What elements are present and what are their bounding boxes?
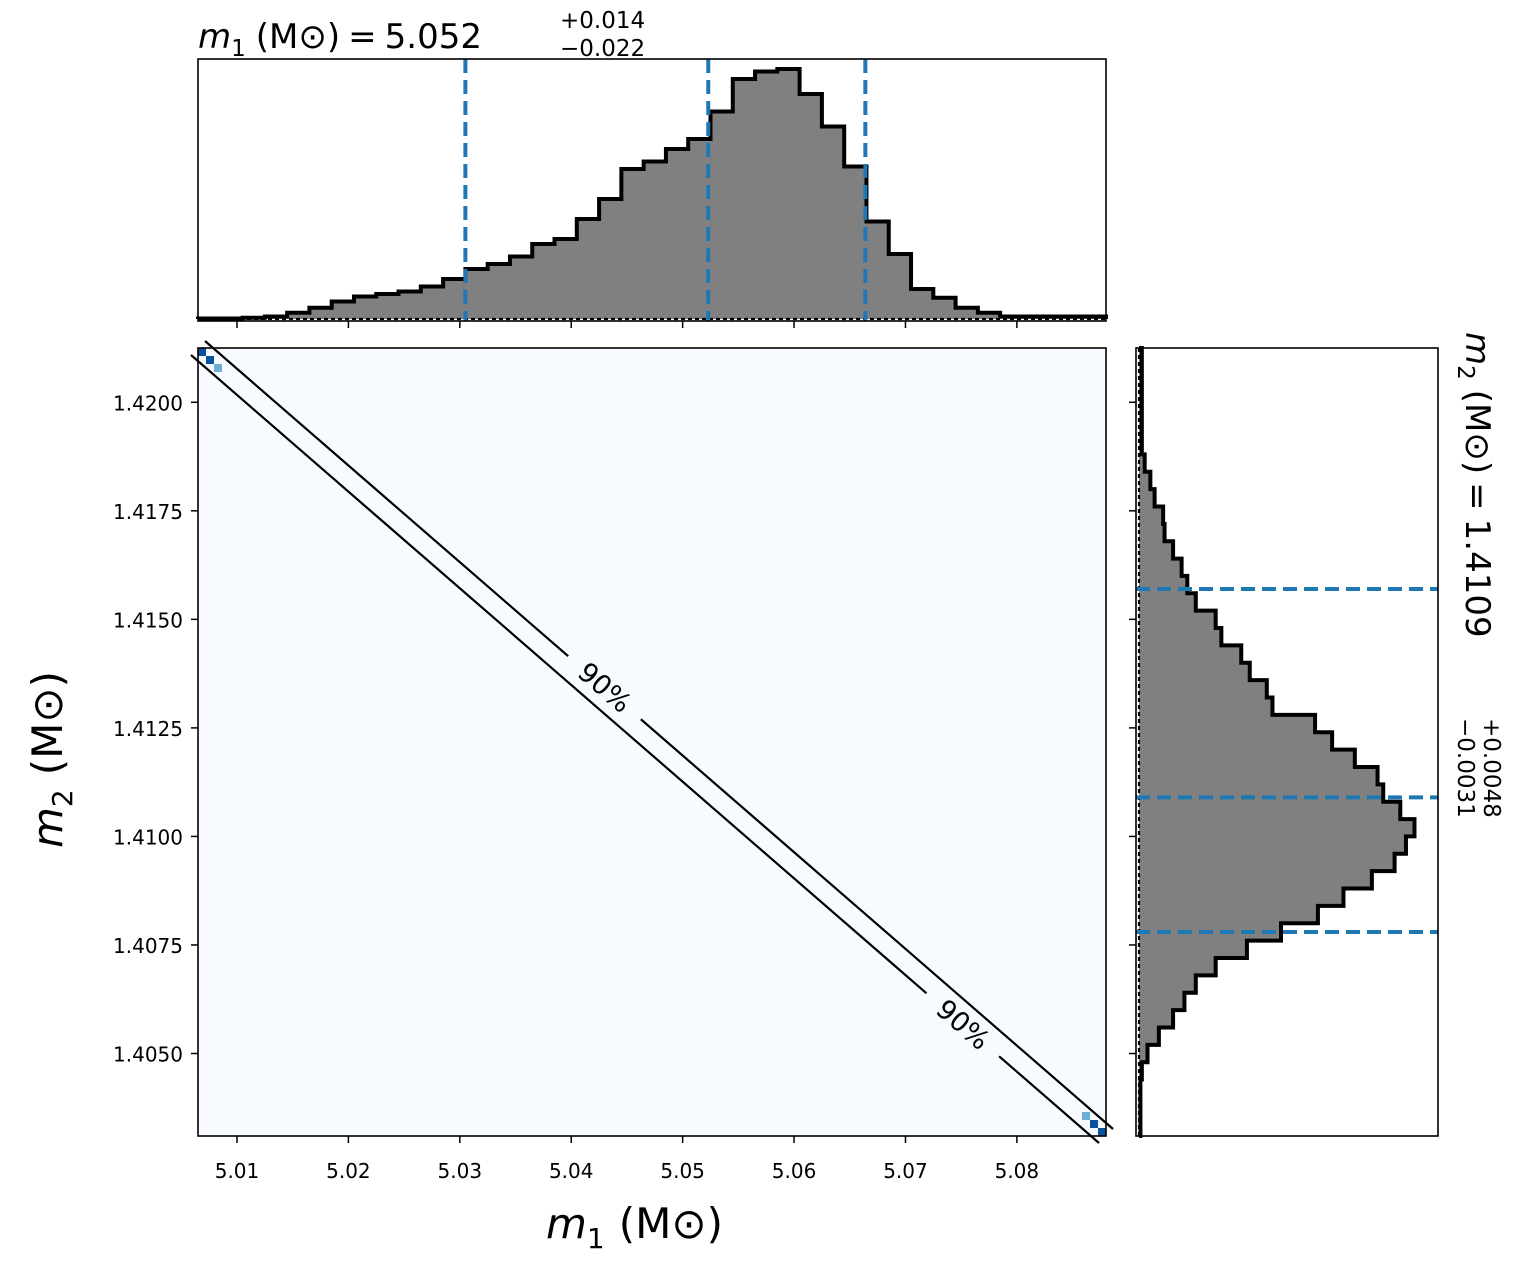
m2-title-plus: +0.0048 [1478,718,1504,818]
x-tick-label: 5.03 [438,1159,483,1183]
x-tick-label: 5.05 [660,1159,705,1183]
m2-title-unit: (M⊙) [1457,390,1497,474]
x-axis-unit: (M⊙) [619,1199,723,1248]
x-tick-label: 5.04 [549,1159,594,1183]
x-tick-label: 5.08 [995,1159,1040,1183]
density-cell [198,348,206,356]
y-axis-unit: (M⊙) [23,671,72,775]
y-tick-label: 1.4125 [113,717,183,741]
m1-title: m1 (M⊙) = 5.052 [198,17,482,62]
svg-text:m2(M⊙)=1.4109: m2 (M⊙) = 1.4109 [1452,332,1497,638]
m1-title-plus: +0.014 [560,8,645,34]
m2-marginal-panel [1129,346,1439,1138]
x-tick-label: 5.01 [215,1159,260,1183]
m1-hist-fill [198,69,1106,319]
m1-title-index: 1 [231,36,246,62]
y-tick-label: 1.4100 [113,825,183,849]
m1-title-minus: −0.022 [560,36,645,62]
m1-title-symbol: m [198,17,231,57]
m2-title-index: 2 [1452,365,1478,380]
x-tick-label: 5.06 [772,1159,817,1183]
x-tick-label: 5.07 [883,1159,928,1183]
density-cell [214,364,222,372]
density-cell [1090,1120,1098,1128]
density-cell [206,356,214,364]
y-tick-label: 1.4175 [113,500,183,524]
m2-title-eq: = [1457,482,1497,511]
m1-title-eq: = [348,17,377,57]
y-axis-index: 2 [46,789,79,807]
x-tick-label: 5.02 [326,1159,371,1183]
m2-hist-outline [1138,346,1417,1138]
m2-title-minus: −0.0031 [1452,718,1478,818]
joint-density-background [198,348,1106,1136]
m2-title-symbol: m [1457,332,1497,365]
density-cell [1098,1128,1106,1136]
y-tick-label: 1.4075 [113,934,183,958]
x-axis-symbol: m [546,1199,587,1248]
m1-marginal-panel [196,58,1108,328]
m2-title-median: 1.4109 [1457,519,1497,638]
y-axis-label: m2 (M⊙) [23,671,79,848]
y-tick-label: 1.4200 [113,391,183,415]
joint-density-panel: 90%90% 5.01 5.02 5.03 5.04 5.05 5.06 5.07 5.08 … [113,340,1114,1183]
x-axis-label: m1 (M⊙) [546,1199,723,1255]
y-tick-label: 1.4050 [113,1043,183,1067]
density-cell [1082,1112,1090,1120]
m2-hist-fill [1139,348,1415,1136]
m1-title-unit: (M⊙) [256,17,340,57]
m1-title-median: 5.052 [385,17,482,57]
m2-title: m2 (M⊙) = 1.4109 +0.0048 −0.0031 [1452,332,1504,818]
m1-hist-outline [196,67,1108,321]
y-axis-symbol: m [23,807,72,848]
x-axis-index: 1 [587,1222,605,1255]
y-tick-label: 1.4150 [113,608,183,632]
